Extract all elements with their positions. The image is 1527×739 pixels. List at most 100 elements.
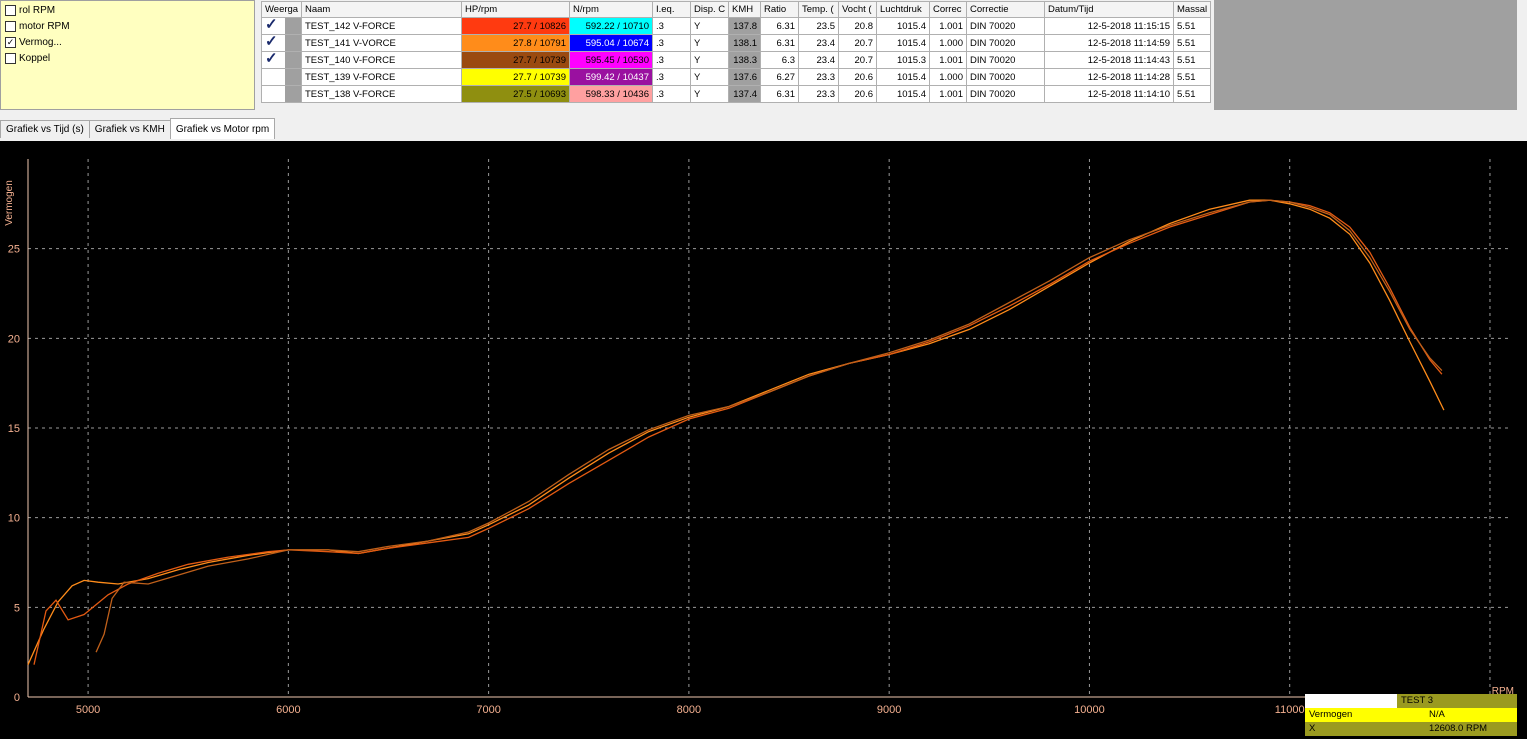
table-row[interactable]: ✓ TEST_142 V-FORCE 27.7 / 10826 592.22 / 10… <box>261 17 1211 35</box>
column-header[interactable]: Massal <box>1173 1 1211 18</box>
readout-label-x: X <box>1305 722 1425 736</box>
column-header[interactable]: Ratio <box>760 1 799 18</box>
column-header[interactable]: Datum/Tijd <box>1044 1 1174 18</box>
cell-name: TEST_138 V-FORCE <box>301 85 462 103</box>
channel-option[interactable]: rol RPM <box>5 3 55 18</box>
channel-option[interactable]: ✓ Vermog... <box>5 35 62 50</box>
chart-tabs: Grafiek vs Tijd (s) Grafiek vs KMH Grafiek… <box>0 118 276 141</box>
show-toggle[interactable]: ✓ <box>261 51 302 69</box>
cell-disp: Y <box>690 34 729 52</box>
cell-vocht: 20.8 <box>838 17 877 35</box>
column-header[interactable]: Weerga <box>261 1 302 18</box>
checkmark-icon[interactable]: ✓ <box>265 51 278 67</box>
cell-corr: 1.000 <box>929 68 967 86</box>
table-row[interactable]: ✓ TEST_140 V-FORCE 27.7 / 10739 595.45 / 10… <box>261 51 1211 69</box>
column-header[interactable]: Luchtdruk <box>876 1 930 18</box>
table-row[interactable]: ✓ TEST_141 V-VORCE 27.8 / 10791 595.04 / 10… <box>261 34 1211 52</box>
cursor-readout: TEST 3 Vermogen N/A X 12608.0 RPM <box>1305 694 1517 736</box>
readout-value-vermogen: N/A <box>1425 708 1517 722</box>
cell-corr: 1.001 <box>929 85 967 103</box>
cell-name: TEST_139 V-FORCE <box>301 68 462 86</box>
cell-kmh: 138.1 <box>728 34 761 52</box>
table-row[interactable]: TEST_139 V-FORCE 27.7 / 10739 599.42 / 104… <box>261 68 1211 86</box>
checkbox-icon[interactable] <box>5 53 16 64</box>
column-header[interactable]: Correc <box>929 1 967 18</box>
column-header[interactable]: Correctie <box>966 1 1045 18</box>
y-tick-label: 20 <box>8 333 20 345</box>
y-tick-label: 10 <box>8 513 20 525</box>
cell-ieq: .3 <box>652 17 691 35</box>
cell-massa: 5.51 <box>1173 85 1211 103</box>
cell-correctie: DIN 70020 <box>966 34 1045 52</box>
show-toggle[interactable]: ✓ <box>261 17 302 35</box>
column-header[interactable]: KMH <box>728 1 761 18</box>
channel-option[interactable]: Koppel <box>5 51 50 66</box>
cell-hp: 27.8 / 10791 <box>461 34 570 52</box>
cell-vocht: 20.6 <box>838 85 877 103</box>
tab-1[interactable]: Grafiek vs KMH <box>88 120 171 138</box>
cell-hp: 27.7 / 10826 <box>461 17 570 35</box>
cell-corr: 1.000 <box>929 34 967 52</box>
cell-ratio: 6.3 <box>760 51 799 69</box>
readout-label-vermogen: Vermogen <box>1305 708 1425 722</box>
cell-vocht: 20.6 <box>838 68 877 86</box>
cell-kmh: 137.6 <box>728 68 761 86</box>
cell-datum: 12-5-2018 11:14:43 <box>1044 51 1174 69</box>
show-toggle[interactable] <box>261 68 302 86</box>
checkmark-icon[interactable]: ✓ <box>265 17 278 33</box>
cell-hp: 27.5 / 10693 <box>461 85 570 103</box>
column-header[interactable]: HP/rpm <box>461 1 570 18</box>
y-tick-label: 5 <box>14 602 20 614</box>
cell-corr: 1.001 <box>929 17 967 35</box>
cell-disp: Y <box>690 85 729 103</box>
cell-name: TEST_142 V-FORCE <box>301 17 462 35</box>
cell-datum: 12-5-2018 11:14:28 <box>1044 68 1174 86</box>
cell-n: 595.04 / 10674 <box>569 34 653 52</box>
checkbox-checked-icon[interactable]: ✓ <box>5 37 16 48</box>
column-header[interactable]: Temp. ( <box>798 1 839 18</box>
cell-n: 595.45 / 10530 <box>569 51 653 69</box>
checkbox-icon[interactable] <box>5 21 16 32</box>
table-row[interactable]: TEST_138 V-FORCE 27.5 / 10693 598.33 / 104… <box>261 85 1211 103</box>
show-toggle[interactable]: ✓ <box>261 34 302 52</box>
channel-option[interactable]: motor RPM <box>5 19 70 34</box>
y-tick-label: 0 <box>14 692 20 704</box>
cell-hp: 27.7 / 10739 <box>461 68 570 86</box>
x-tick-label: 9000 <box>877 704 901 716</box>
cell-correctie: DIN 70020 <box>966 85 1045 103</box>
cell-datum: 12-5-2018 11:14:10 <box>1044 85 1174 103</box>
checkbox-icon[interactable] <box>5 5 16 16</box>
cell-temp: 23.3 <box>798 85 839 103</box>
cell-temp: 23.5 <box>798 17 839 35</box>
show-toggle[interactable] <box>261 85 302 103</box>
tab-0[interactable]: Grafiek vs Tijd (s) <box>0 120 90 138</box>
cell-ratio: 6.31 <box>760 34 799 52</box>
tab-2[interactable]: Grafiek vs Motor rpm <box>169 118 276 139</box>
x-tick-label: 5000 <box>76 704 100 716</box>
checkmark-icon[interactable]: ✓ <box>265 34 278 50</box>
cell-massa: 5.51 <box>1173 34 1211 52</box>
cell-vocht: 20.7 <box>838 34 877 52</box>
x-tick-label: 6000 <box>276 704 300 716</box>
cell-ieq: .3 <box>652 34 691 52</box>
power-chart[interactable]: 5000600070008000900010000110001200005101… <box>0 141 1527 739</box>
column-header[interactable]: Vocht ( <box>838 1 877 18</box>
channel-label: Koppel <box>19 53 51 64</box>
cell-ratio: 6.31 <box>760 85 799 103</box>
plot-background <box>0 141 1527 739</box>
cell-name: TEST_141 V-VORCE <box>301 34 462 52</box>
grid-empty-area <box>1214 0 1517 110</box>
cell-druk: 1015.4 <box>876 85 930 103</box>
x-tick-label: 8000 <box>677 704 701 716</box>
cell-massa: 5.51 <box>1173 68 1211 86</box>
column-header[interactable]: N/rpm <box>569 1 653 18</box>
cell-druk: 1015.3 <box>876 51 930 69</box>
column-header[interactable]: Disp. C <box>690 1 729 18</box>
cell-disp: Y <box>690 51 729 69</box>
column-header[interactable]: I.eq. <box>652 1 691 18</box>
y-tick-label: 25 <box>8 244 20 256</box>
channel-label: rol RPM <box>19 5 56 16</box>
column-header[interactable]: Naam <box>301 1 462 18</box>
cell-n: 599.42 / 10437 <box>569 68 653 86</box>
cell-temp: 23.4 <box>798 51 839 69</box>
